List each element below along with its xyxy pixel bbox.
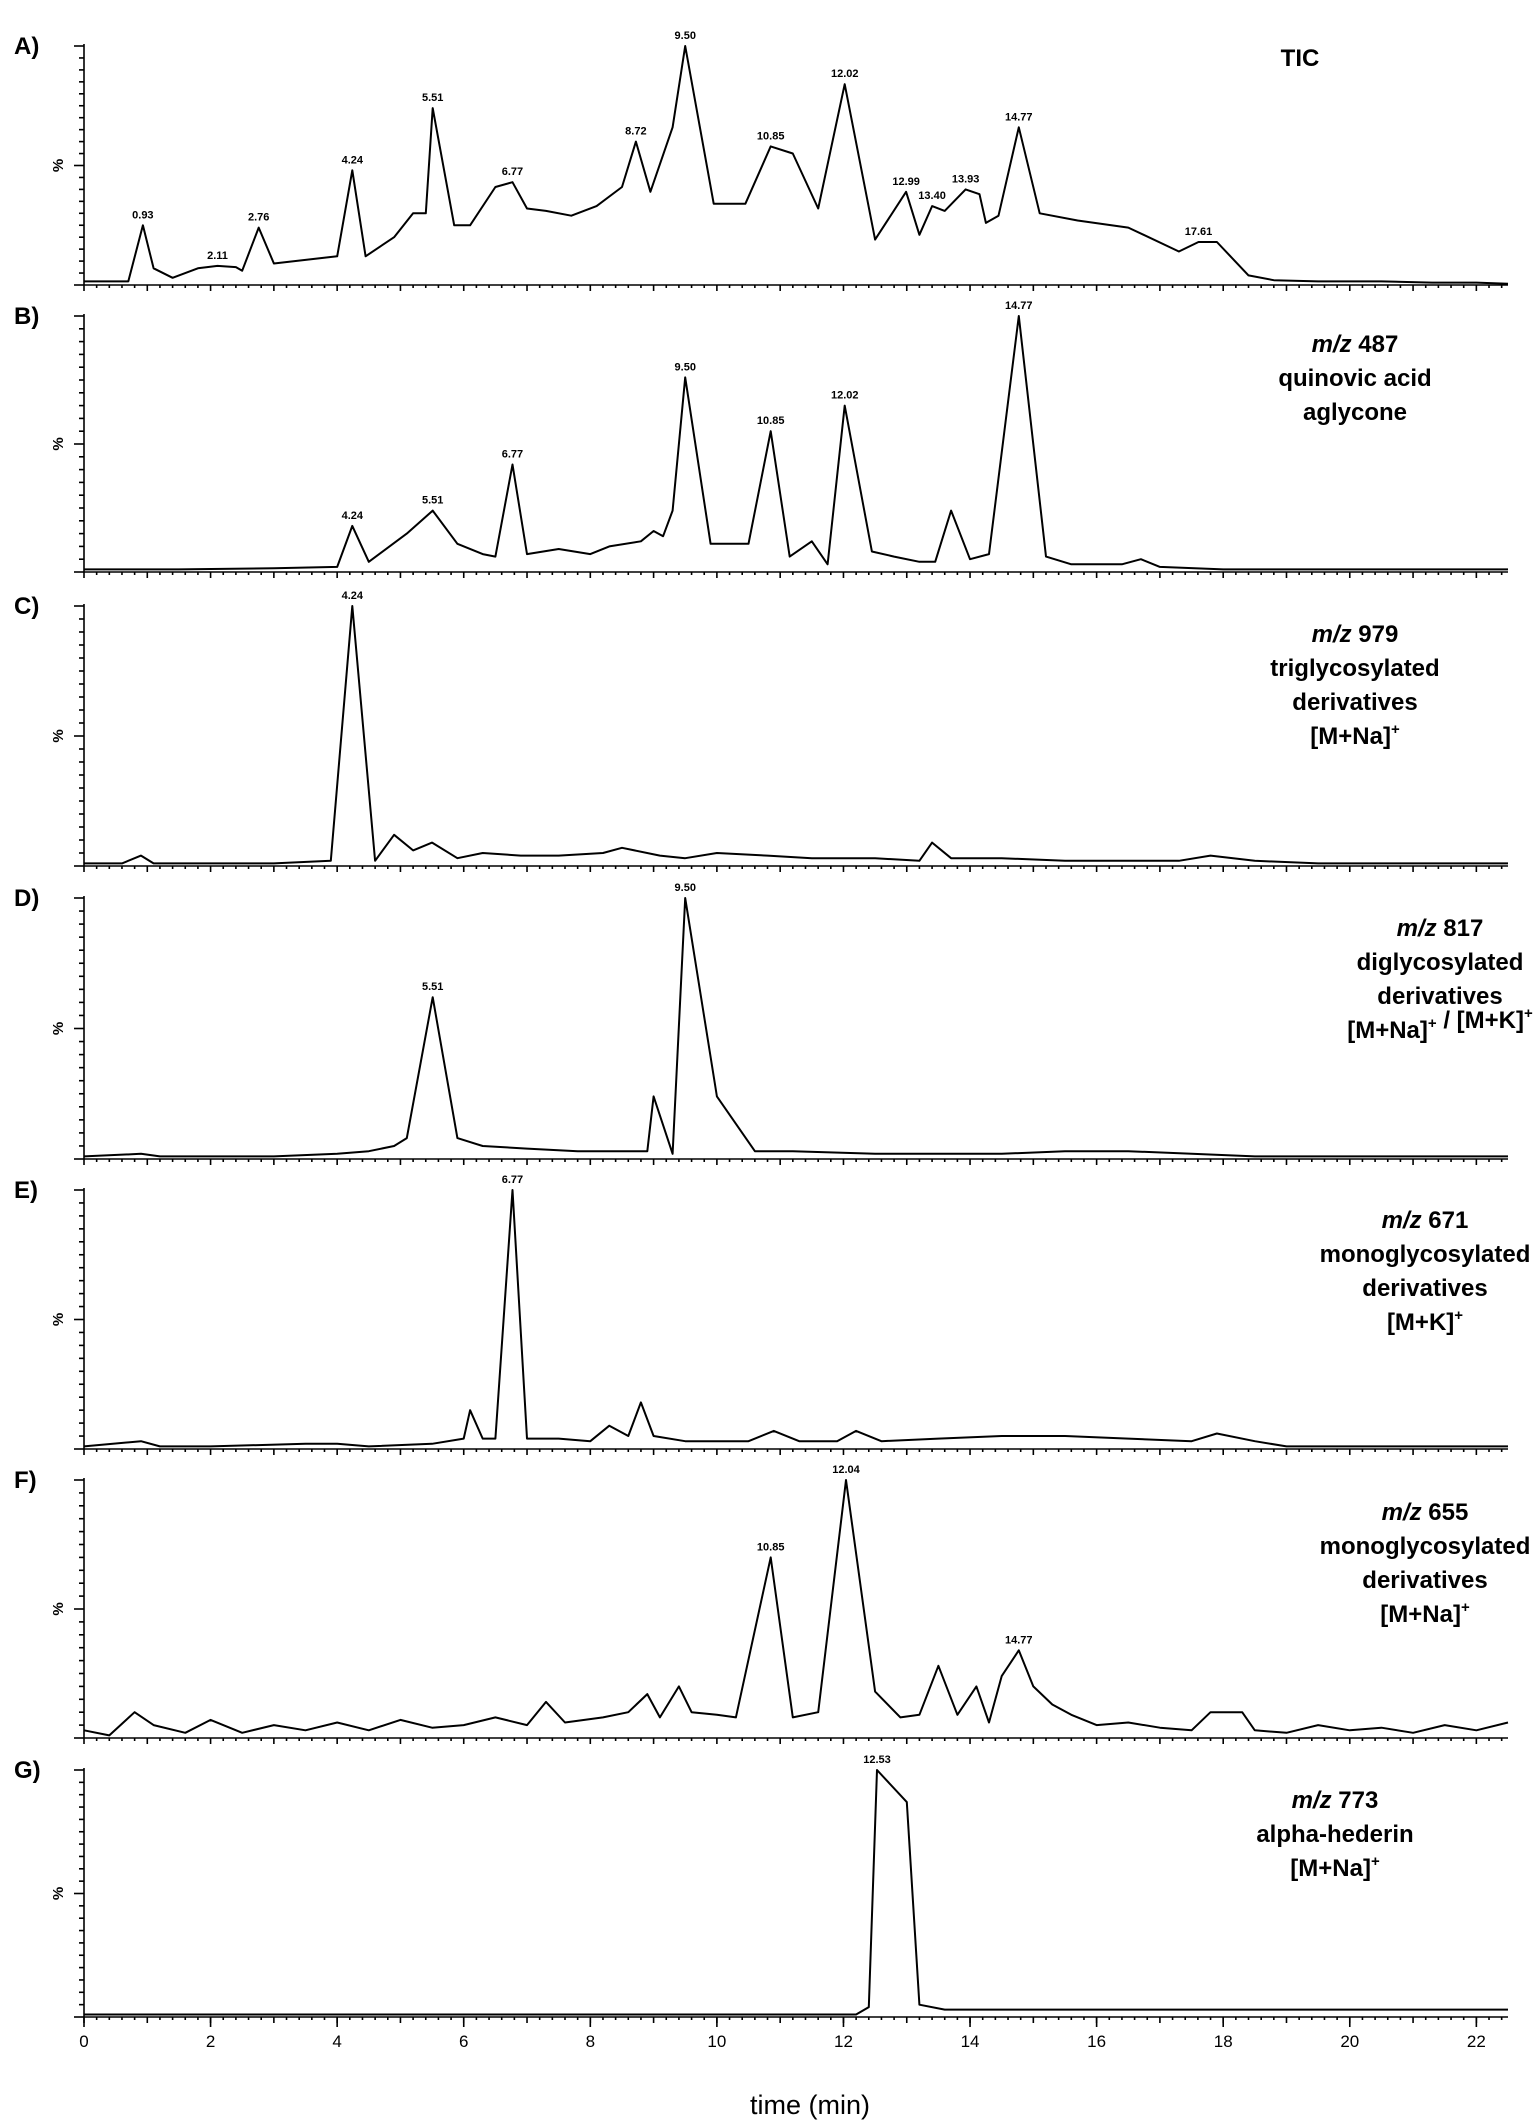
peak-label: 12.02 [831, 390, 859, 402]
panel-annotation-line: m/z 487 [1312, 331, 1399, 358]
panel-letter: D) [14, 885, 39, 912]
peak-label: 13.40 [918, 190, 946, 202]
panel-annotation-line: aglycone [1303, 399, 1407, 426]
panel-letter: E) [14, 1177, 38, 1204]
peak-label: 10.85 [757, 415, 785, 427]
panel-letter: C) [14, 593, 39, 620]
x-tick-label: 16 [1087, 2032, 1106, 2051]
peak-label: 8.72 [625, 126, 646, 138]
peak-label: 4.24 [342, 154, 364, 166]
peak-label: 12.53 [863, 1754, 891, 1766]
y-axis-label: % [50, 1022, 67, 1035]
x-tick-label: 22 [1467, 2032, 1486, 2051]
panel-annotation-line: [M+Na]+ / [M+K]+ [1347, 1005, 1533, 1044]
peak-label: 9.50 [675, 882, 696, 894]
x-tick-label: 0 [79, 2032, 88, 2051]
y-axis-label: % [50, 1602, 67, 1615]
panel-annotation-line: m/z 817 [1397, 915, 1484, 942]
peak-label: 12.02 [831, 68, 859, 80]
peak-label: 13.93 [952, 173, 980, 185]
chromatogram-trace [83, 1479, 1509, 1737]
panel-d: D)% 5.51 9.50 m/z 817 diglycosylated derivati… [14, 882, 1533, 1165]
peak-label: 4.24 [342, 590, 364, 602]
y-axis-label: % [50, 729, 67, 742]
panel-e: E)% 6.77 m/z 671 monoglycosylated derivative… [14, 1174, 1530, 1455]
chromatogram-trace [83, 897, 1508, 1158]
y-axis-label: % [50, 437, 67, 450]
panel-annotation-line: triglycosylated [1270, 655, 1439, 682]
peak-label: 14.77 [1005, 300, 1033, 312]
x-axis-label: time (min) [750, 2090, 870, 2120]
x-tick-label: 18 [1214, 2032, 1233, 2051]
peak-label: 17.61 [1185, 226, 1213, 238]
chromatogram-trace [84, 315, 1508, 571]
x-tick-label: 2 [206, 2032, 215, 2051]
y-axis-label: % [50, 1313, 67, 1326]
peak-label: 5.51 [422, 495, 443, 507]
chromatogram-trace [84, 1769, 1508, 2016]
panel-annotation-line: derivatives [1362, 1275, 1487, 1302]
panel-annotation-line: [M+Na]+ [1380, 1599, 1470, 1628]
y-axis-label: % [50, 159, 67, 172]
peak-label: 5.51 [422, 981, 443, 993]
peak-label: 6.77 [502, 1174, 523, 1186]
panel-f: F)% 10.85 12.04 14.77 m/z 655 monoglycosylate… [14, 1464, 1530, 1744]
chromatogram-trace [84, 605, 1508, 865]
chromatogram-trace [83, 1189, 1508, 1448]
x-tick-label: 20 [1340, 2032, 1359, 2051]
panel-annotation-line: m/z 671 [1382, 1207, 1469, 1234]
panel-annotation-line: [M+K]+ [1387, 1307, 1463, 1336]
chromatogram-panels: A)% 0.93 2.11 2.76 4.24 5.51 6.77 8.72 9.50 10.85… [14, 30, 1533, 2023]
panel-annotation-line: m/z 773 [1292, 1787, 1379, 1814]
peak-label: 12.04 [832, 1464, 860, 1476]
peak-label: 10.85 [757, 1541, 785, 1553]
panel-letter: F) [14, 1467, 37, 1494]
panel-annotation-line: [M+Na]+ [1290, 1853, 1380, 1882]
panel-letter: B) [14, 303, 39, 330]
panel-annotation-line: monoglycosylated [1320, 1533, 1531, 1560]
peak-label: 9.50 [675, 361, 696, 373]
panel-annotation-line: derivatives [1377, 983, 1502, 1010]
x-tick-label: 8 [586, 2032, 595, 2051]
panel-annotation-line: alpha-hederin [1256, 1821, 1413, 1848]
panel-a: A)% 0.93 2.11 2.76 4.24 5.51 6.77 8.72 9.50 10.85… [14, 30, 1509, 291]
panel-letter: G) [14, 1757, 41, 1784]
panel-b: B)% 4.24 5.51 6.77 9.50 10.85 12.02 14.77 m/z 48… [14, 300, 1508, 578]
panel-annotation-line: derivatives [1362, 1567, 1487, 1594]
x-tick-label: 4 [332, 2032, 341, 2051]
peak-label: 2.76 [248, 212, 269, 224]
peak-label: 12.99 [892, 176, 920, 188]
peak-label: 2.11 [207, 250, 228, 262]
x-tick-label: 14 [961, 2032, 980, 2051]
x-tick-label: 12 [834, 2032, 853, 2051]
panel-g: G)% 12.53 m/z 773 alpha-hederin [M+Na]+ [14, 1754, 1508, 2023]
panel-letter: A) [14, 33, 39, 60]
x-tick-label: 6 [459, 2032, 468, 2051]
panel-annotation-line: m/z 655 [1382, 1499, 1469, 1526]
peak-label: 6.77 [502, 166, 523, 178]
y-axis-label: % [50, 1887, 67, 1900]
peak-label: 6.77 [502, 448, 523, 460]
x-tick-label: 10 [707, 2032, 726, 2051]
peak-label: 10.85 [757, 130, 785, 142]
peak-label: 14.77 [1005, 1634, 1033, 1646]
x-axis: 0 2 4 6 8 10 12 14 16 18 20 22 [79, 2017, 1486, 2051]
peak-label: 5.51 [422, 92, 443, 104]
panel-annotation-line: diglycosylated [1357, 949, 1524, 976]
panel-annotation-line: derivatives [1292, 689, 1417, 716]
panel-annotation-line: monoglycosylated [1320, 1241, 1531, 1268]
panel-annotation-line: [M+Na]+ [1310, 721, 1400, 750]
peak-label: 0.93 [132, 209, 153, 221]
peak-label: 14.77 [1005, 111, 1033, 123]
panel-annotation-line: TIC [1281, 45, 1320, 72]
panel-c: C)% 4.24 m/z 979 triglycosylated derivatives… [14, 590, 1508, 872]
peak-label: 4.24 [342, 510, 364, 522]
panel-annotation-line: m/z 979 [1312, 621, 1399, 648]
chromatogram-trace [84, 45, 1509, 285]
peak-label: 9.50 [675, 30, 696, 42]
panel-annotation-line: quinovic acid [1278, 365, 1431, 392]
